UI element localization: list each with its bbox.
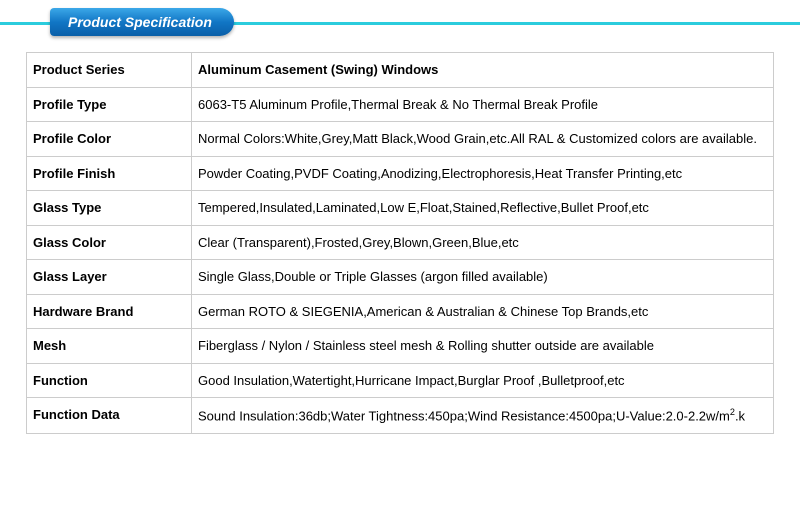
spec-value: Good Insulation,Watertight,Hurricane Imp… xyxy=(192,363,774,398)
table-row: Profile Type 6063-T5 Aluminum Profile,Th… xyxy=(27,87,774,122)
table-row: Profile Color Normal Colors:White,Grey,M… xyxy=(27,122,774,157)
table-row: Product Series Aluminum Casement (Swing)… xyxy=(27,53,774,88)
spec-value: German ROTO & SIEGENIA,American & Austra… xyxy=(192,294,774,329)
specification-table: Product Series Aluminum Casement (Swing)… xyxy=(26,52,774,434)
spec-value: Powder Coating,PVDF Coating,Anodizing,El… xyxy=(192,156,774,191)
spec-label: Profile Color xyxy=(27,122,192,157)
spec-value: Tempered,Insulated,Laminated,Low E,Float… xyxy=(192,191,774,226)
spec-label: Glass Type xyxy=(27,191,192,226)
spec-value: Clear (Transparent),Frosted,Grey,Blown,G… xyxy=(192,225,774,260)
table-row: Glass Color Clear (Transparent),Frosted,… xyxy=(27,225,774,260)
table-row: Glass Type Tempered,Insulated,Laminated,… xyxy=(27,191,774,226)
spec-label: Function Data xyxy=(27,398,192,434)
spec-label: Glass Layer xyxy=(27,260,192,295)
spec-value: Aluminum Casement (Swing) Windows xyxy=(192,53,774,88)
specification-table-body: Product Series Aluminum Casement (Swing)… xyxy=(27,53,774,434)
table-row: Profile Finish Powder Coating,PVDF Coati… xyxy=(27,156,774,191)
spec-label: Mesh xyxy=(27,329,192,364)
table-row: Function Good Insulation,Watertight,Hurr… xyxy=(27,363,774,398)
section-title-badge: Product Specification xyxy=(50,8,234,36)
spec-label: Glass Color xyxy=(27,225,192,260)
spec-label: Function xyxy=(27,363,192,398)
spec-value: Fiberglass / Nylon / Stainless steel mes… xyxy=(192,329,774,364)
header-bar: Product Specification xyxy=(0,8,800,40)
spec-value: Normal Colors:White,Grey,Matt Black,Wood… xyxy=(192,122,774,157)
spec-value: Single Glass,Double or Triple Glasses (a… xyxy=(192,260,774,295)
table-row: Hardware Brand German ROTO & SIEGENIA,Am… xyxy=(27,294,774,329)
spec-label: Profile Type xyxy=(27,87,192,122)
table-row: Mesh Fiberglass / Nylon / Stainless stee… xyxy=(27,329,774,364)
table-row: Function Data Sound Insulation:36db;Wate… xyxy=(27,398,774,434)
spec-value: Sound Insulation:36db;Water Tightness:45… xyxy=(192,398,774,434)
table-row: Glass Layer Single Glass,Double or Tripl… xyxy=(27,260,774,295)
spec-value: 6063-T5 Aluminum Profile,Thermal Break &… xyxy=(192,87,774,122)
spec-label: Profile Finish xyxy=(27,156,192,191)
spec-label: Product Series xyxy=(27,53,192,88)
spec-label: Hardware Brand xyxy=(27,294,192,329)
